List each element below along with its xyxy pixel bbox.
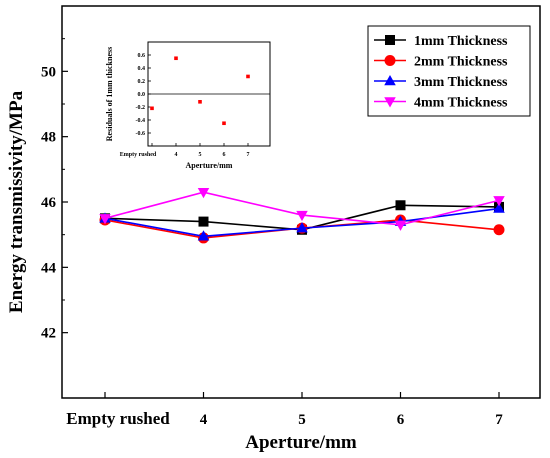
inset-x-tick-label: 4 [175, 152, 178, 158]
x-tick-label: 6 [397, 412, 405, 428]
data-point [395, 200, 406, 211]
data-point [493, 202, 505, 213]
inset-data-point [198, 100, 202, 104]
inset-data-point [150, 106, 154, 111]
y-axis-title: Energy transmissivity/MPa [6, 90, 27, 313]
data-point [197, 187, 210, 199]
x-tick-label: 4 [200, 412, 208, 428]
inset-y-tick-label: 0.2 [138, 79, 146, 85]
inset-x-tick-label: 5 [199, 152, 202, 158]
inset-y-tick-label: 0.4 [138, 66, 146, 72]
data-point [296, 222, 308, 233]
legend-label: 3mm Thickness [414, 75, 508, 90]
inset-x-axis-title: Aperture/mm [186, 161, 233, 170]
data-point [493, 196, 505, 207]
inset-y-axis-title: Residuals of 1mm thickness [105, 47, 114, 141]
legend-marker [384, 75, 396, 86]
legend-entry: 1mm Thickness [374, 34, 508, 49]
data-point [493, 224, 505, 236]
x-tick-label: 7 [495, 412, 503, 428]
inset-y-tick-label: -0.4 [136, 118, 146, 124]
legend-entry: 4mm Thickness [374, 96, 508, 111]
y-tick-label: 44 [41, 260, 57, 276]
inset-y-tick-label: 0.0 [138, 92, 146, 98]
y-tick-label: 42 [41, 326, 56, 342]
data-point [198, 216, 209, 227]
inset-data-point [222, 121, 226, 126]
legend-entry: 2mm Thickness [374, 55, 508, 70]
legend-marker [384, 97, 396, 108]
inset-x-tick-label: 6 [223, 152, 226, 158]
inset-y-tick-label: -0.6 [136, 131, 146, 137]
legend-label: 1mm Thickness [414, 34, 508, 49]
inset-data-point [174, 56, 178, 61]
inset-y-tick-label: 0.6 [138, 53, 146, 59]
data-point [197, 230, 210, 241]
legend: 1mm Thickness 2mm Thickness 3mm Thickness 4… [367, 25, 531, 117]
series-4 [99, 187, 505, 231]
x-axis-title: Aperture/mm [245, 432, 357, 453]
legend-entry: 3mm Thickness [374, 75, 508, 90]
y-tick-label: 48 [41, 130, 56, 146]
legend-label: 4mm Thickness [414, 96, 508, 111]
x-tick-label: Empty rushed [66, 409, 170, 428]
data-point [296, 210, 308, 222]
y-tick-label: 50 [41, 64, 56, 80]
inset-chart: 0.6 0.4 0.2 0.0 -0.2 -0.4 -0.6 Empty rushed 4 5 6 7… [105, 41, 271, 170]
data-point [99, 214, 111, 225]
inset-x-tick-label: 7 [247, 152, 250, 158]
data-point [394, 220, 407, 231]
inset-x-tick-label: Empty rushed [120, 152, 157, 158]
legend-label: 2mm Thickness [414, 55, 508, 70]
inset-data-point [246, 74, 250, 79]
legend-marker [385, 35, 395, 45]
legend-marker [384, 55, 396, 66]
y-tick-label: 46 [41, 195, 57, 211]
x-tick-label: 5 [298, 412, 306, 428]
inset-y-tick-label: -0.2 [136, 105, 146, 111]
